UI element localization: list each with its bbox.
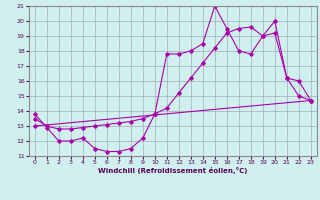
X-axis label: Windchill (Refroidissement éolien,°C): Windchill (Refroidissement éolien,°C) — [98, 167, 247, 174]
